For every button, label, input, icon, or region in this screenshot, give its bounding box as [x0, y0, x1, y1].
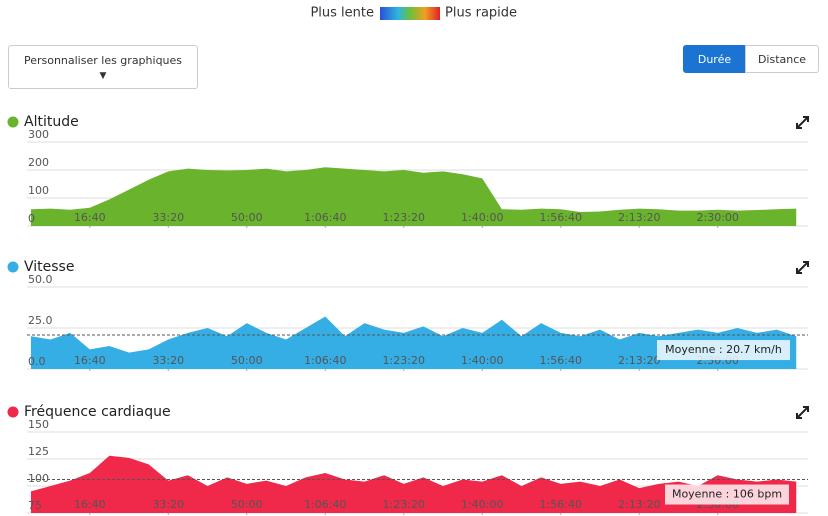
- area: [30, 455, 797, 513]
- y-tick-label: 50.0: [28, 273, 53, 286]
- legend-slow: Plus lente: [310, 6, 374, 21]
- x-tick-label: 1:06:40: [304, 498, 346, 511]
- average-box: [657, 340, 790, 361]
- x-tick-label: 1:06:40: [304, 354, 346, 367]
- x-tick-label: 2:30:00: [697, 211, 739, 224]
- average-label: Moyenne : 20.7 km/h: [665, 343, 782, 356]
- y-tick-label: 75: [28, 499, 42, 512]
- x-tick-label: 1:40:00: [461, 498, 503, 511]
- series-dot: [7, 116, 19, 128]
- x-tick-label: 1:56:40: [540, 354, 582, 367]
- series-dot: [7, 261, 19, 273]
- chart-title: Vitesse: [24, 259, 74, 275]
- x-tick-label: 2:13:20: [618, 354, 660, 367]
- x-tick-label: 1:23:20: [383, 211, 425, 224]
- x-tick-label: 1:40:00: [461, 211, 503, 224]
- x-tick-label: 1:56:40: [540, 211, 582, 224]
- y-tick-label: 0: [28, 212, 35, 225]
- y-tick-label: 0.0: [28, 355, 46, 368]
- y-tick-label: 25.0: [28, 314, 53, 327]
- chart-title: Fréquence cardiaque: [24, 404, 171, 420]
- x-tick-label: 33:20: [152, 354, 184, 367]
- y-tick-label: 200: [28, 156, 49, 169]
- legend-gradient: [380, 7, 440, 20]
- distance-toggle[interactable]: Distance: [745, 45, 819, 73]
- dropdown-arrow: ▼: [99, 70, 107, 81]
- customize-label: Personnaliser les graphiques: [23, 53, 183, 67]
- area: [30, 316, 797, 369]
- area: [30, 167, 797, 226]
- x-tick-label: 1:23:20: [383, 498, 425, 511]
- x-tick-label: 50:00: [231, 211, 263, 224]
- y-tick-label: 150: [28, 418, 49, 431]
- average-box: [665, 484, 789, 505]
- chart-title: Altitude: [24, 114, 79, 130]
- x-tick-label: 1:23:20: [383, 354, 425, 367]
- x-tick-label: 1:40:00: [461, 354, 503, 367]
- x-tick-label: 33:20: [152, 498, 184, 511]
- x-tick-label: 33:20: [152, 211, 184, 224]
- x-tick-label: 1:56:40: [540, 498, 582, 511]
- legend-fast: Plus rapide: [445, 6, 517, 21]
- x-tick-label: 50:00: [231, 498, 263, 511]
- y-tick-label: 125: [28, 445, 49, 458]
- duration-toggle[interactable]: Durée: [683, 45, 746, 73]
- x-tick-label: 16:40: [74, 354, 106, 367]
- customize-button[interactable]: Personnaliser les graphiques ▼: [8, 45, 198, 89]
- x-tick-label: 50:00: [231, 354, 263, 367]
- x-tick-label: 16:40: [74, 498, 106, 511]
- y-tick-label: 100: [28, 472, 49, 485]
- y-tick-label: 300: [28, 128, 49, 141]
- x-tick-label: 16:40: [74, 211, 106, 224]
- x-tick-label: 1:06:40: [304, 211, 346, 224]
- expand-icon: [796, 261, 809, 274]
- expand-icon: [796, 116, 809, 129]
- y-tick-label: 100: [28, 184, 49, 197]
- series-dot: [7, 406, 19, 418]
- average-label: Moyenne : 106 bpm: [672, 488, 782, 501]
- x-tick-label: 2:13:20: [618, 498, 660, 511]
- x-tick-label: 2:13:20: [618, 211, 660, 224]
- expand-icon: [796, 406, 809, 419]
